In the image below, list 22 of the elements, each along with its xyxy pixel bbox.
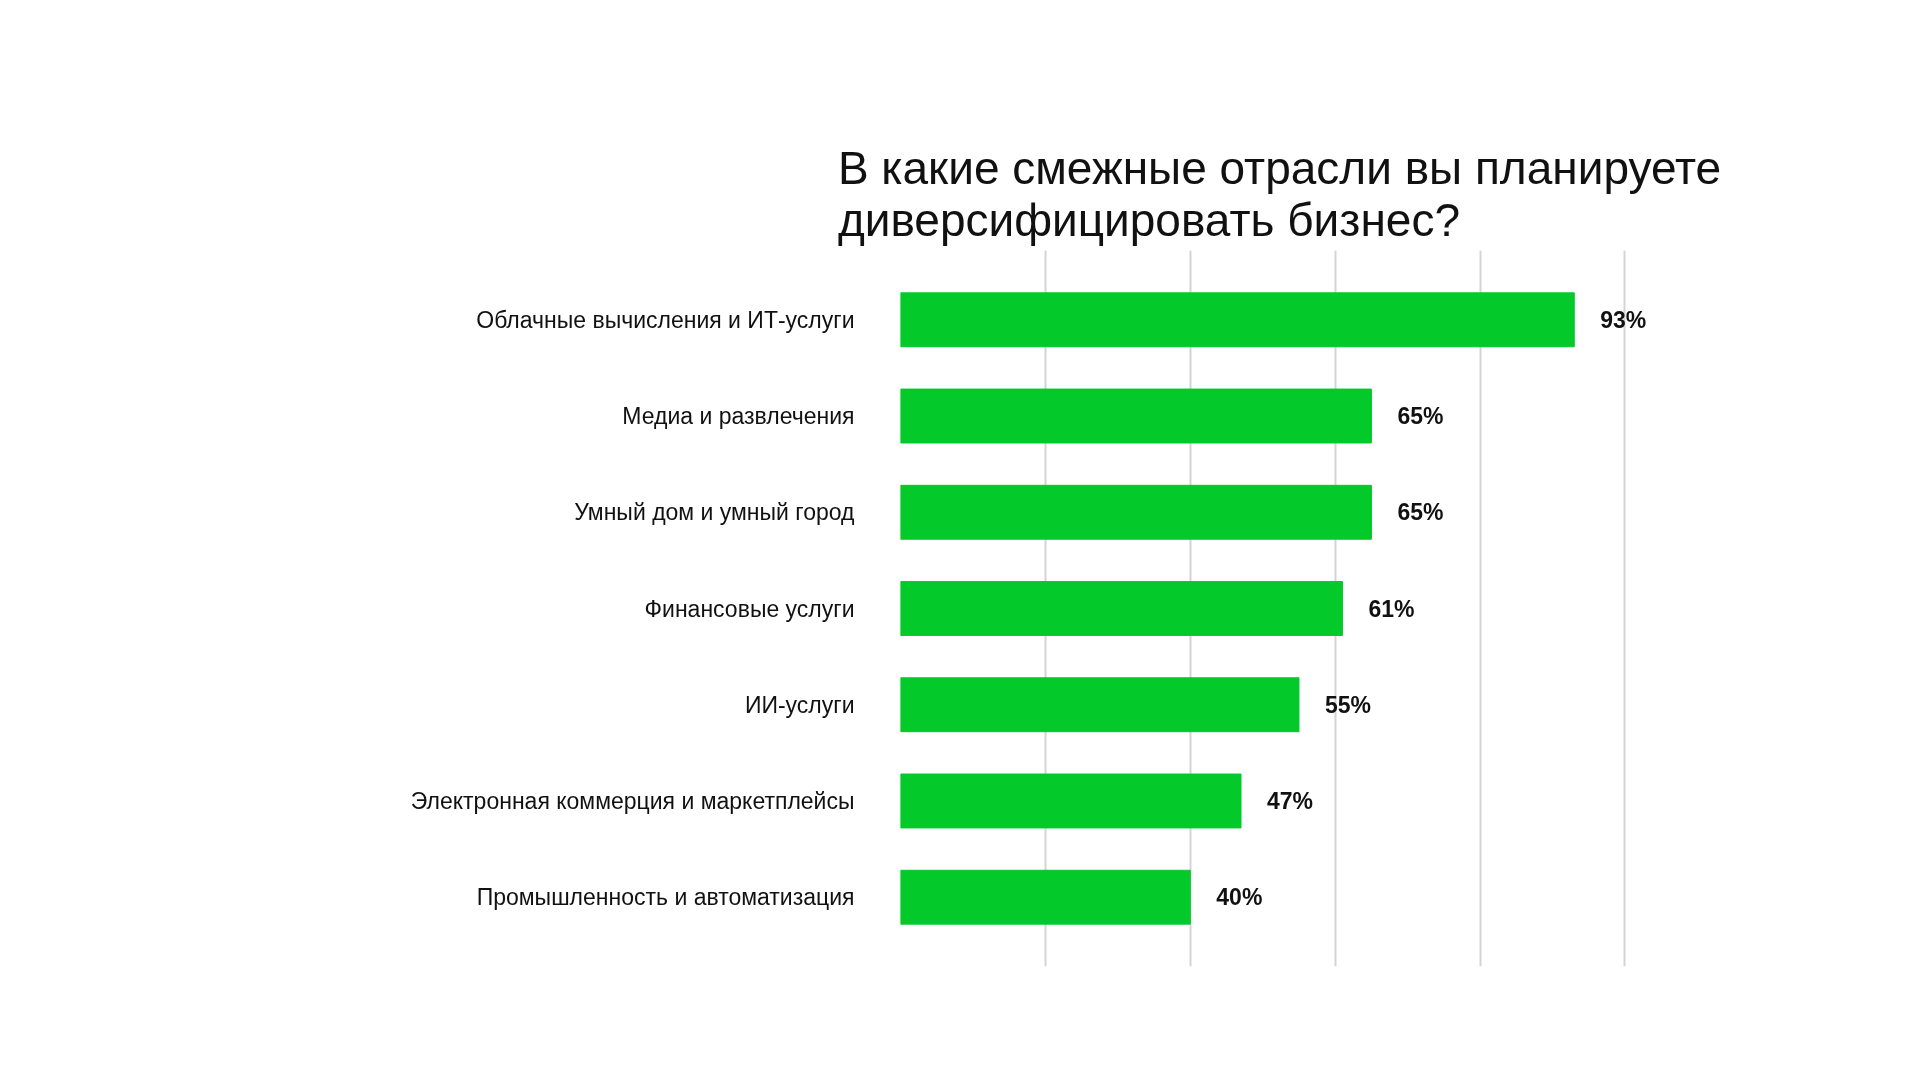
bar [900, 292, 1575, 348]
data-label: 55% [1324, 691, 1372, 718]
data-label: 40% [1216, 884, 1263, 911]
bar [900, 773, 1242, 829]
y-tick-label: Электронная коммерция и маркетплейсы [410, 787, 855, 814]
y-tick-label: Промышленность и автоматизация [476, 884, 855, 911]
y-tick-label: Умный дом и умный город [574, 499, 856, 526]
y-tick-label: Финансовые услуги [644, 595, 855, 622]
data-label: 65% [1397, 403, 1444, 430]
y-tick-label: Облачные вычисления и ИТ-услуги [476, 306, 855, 333]
bar [900, 388, 1372, 444]
y-tick-label: Медиа и развлечения [622, 403, 855, 430]
data-label: 93% [1600, 306, 1647, 333]
bar [900, 581, 1343, 636]
data-label: 65% [1397, 499, 1444, 526]
y-tick-label: ИИ-услуги [744, 691, 855, 718]
bar [900, 484, 1372, 540]
chart-title: В какие смежные отрасли вы планируете диверсифицировать бизнес? [837, 141, 1722, 246]
bar [900, 677, 1300, 733]
bar [900, 869, 1191, 925]
data-label: 47% [1267, 787, 1314, 814]
data-label: 61% [1368, 595, 1415, 622]
